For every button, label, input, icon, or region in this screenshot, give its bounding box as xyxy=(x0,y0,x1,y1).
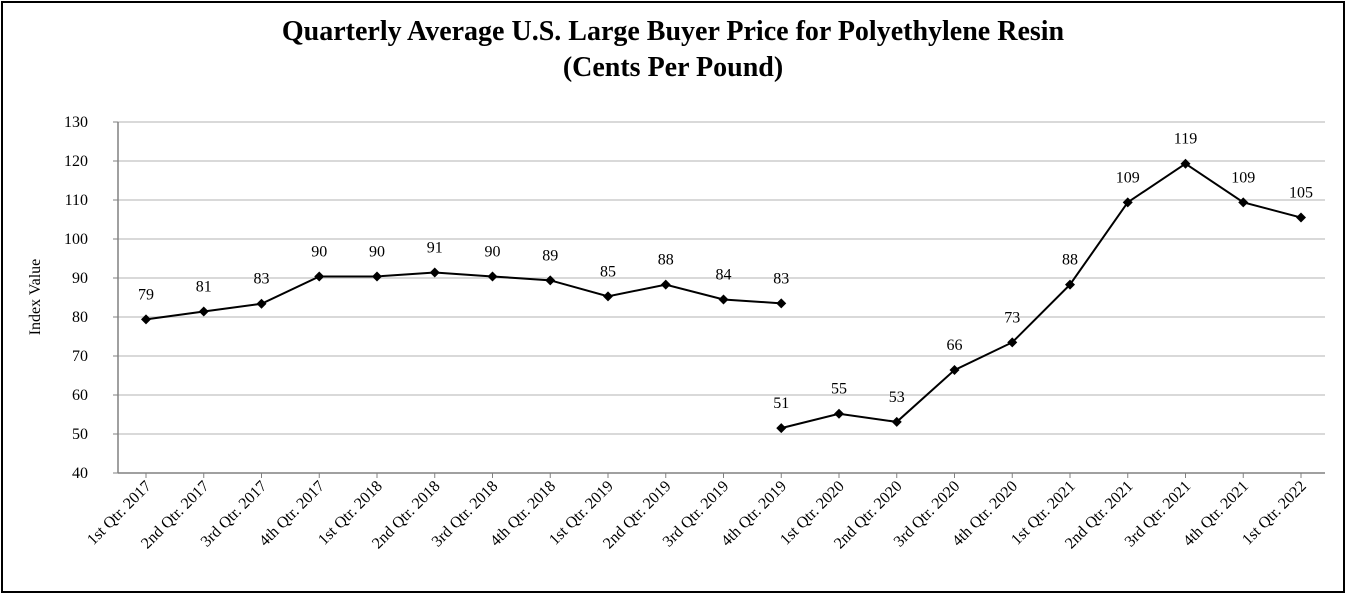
data-label: 90 xyxy=(369,243,385,260)
data-label: 90 xyxy=(485,243,501,260)
y-axis-label: Index Value xyxy=(27,259,44,336)
y-tick-label: 80 xyxy=(72,309,88,326)
data-label: 90 xyxy=(311,243,327,260)
y-tick-label: 90 xyxy=(72,270,88,287)
y-tick-label: 40 xyxy=(72,465,88,482)
y-tick-label: 120 xyxy=(64,153,88,170)
chart-title-block: Quarterly Average U.S. Large Buyer Price… xyxy=(0,14,1346,86)
chart-title: Quarterly Average U.S. Large Buyer Price… xyxy=(281,16,1065,47)
gridlines xyxy=(118,121,1325,435)
data-point xyxy=(949,365,960,376)
y-tick-label: 100 xyxy=(64,231,88,248)
data-point xyxy=(429,267,440,278)
data-point xyxy=(1065,279,1075,290)
data-point xyxy=(487,271,498,282)
data-label: 66 xyxy=(947,337,963,354)
data-markers xyxy=(141,158,1306,434)
data-point xyxy=(198,306,209,317)
axes xyxy=(113,121,1325,478)
series-lines xyxy=(145,162,1302,430)
data-label: 109 xyxy=(1231,169,1255,186)
data-label: 84 xyxy=(716,266,732,283)
data-label: 73 xyxy=(1004,309,1020,326)
data-point xyxy=(660,279,671,290)
data-point xyxy=(1007,337,1018,348)
data-label: 83 xyxy=(254,271,270,288)
data-point xyxy=(545,275,556,286)
data-label: 81 xyxy=(196,279,212,296)
y-tick-label: 130 xyxy=(64,114,88,131)
series-line xyxy=(781,162,1302,430)
data-label: 88 xyxy=(1062,252,1078,269)
data-label: 51 xyxy=(773,395,789,412)
data-point xyxy=(1122,197,1133,208)
data-point xyxy=(834,408,844,419)
data-label: 83 xyxy=(773,270,789,287)
data-label: 119 xyxy=(1174,131,1197,148)
data-point xyxy=(314,271,325,282)
data-point xyxy=(256,298,267,309)
data-point xyxy=(718,294,729,305)
chart-subtitle: (Cents Per Pound) xyxy=(562,52,784,83)
data-label: 79 xyxy=(138,286,154,303)
data-label: 105 xyxy=(1289,185,1313,202)
data-label: 55 xyxy=(831,381,847,398)
data-point xyxy=(1180,158,1191,169)
data-point xyxy=(141,314,151,325)
data-label: 89 xyxy=(542,247,558,264)
data-label: 88 xyxy=(658,252,674,269)
y-tick-label: 70 xyxy=(72,348,88,365)
data-point xyxy=(603,291,613,302)
data-point xyxy=(776,423,787,434)
data-point xyxy=(1238,197,1249,208)
data-point xyxy=(1296,212,1306,223)
data-point xyxy=(372,271,382,282)
y-tick-labels: 40 50 60 70 80 90 100 110 120 130 xyxy=(64,114,88,482)
data-point xyxy=(776,298,787,309)
y-tick-label: 50 xyxy=(72,426,88,443)
data-label: 85 xyxy=(600,263,616,280)
data-label: 91 xyxy=(427,240,443,257)
data-label: 109 xyxy=(1116,169,1140,186)
data-point xyxy=(891,416,902,427)
y-tick-label: 60 xyxy=(72,387,88,404)
y-tick-label: 110 xyxy=(65,192,88,209)
data-label: 53 xyxy=(889,389,905,406)
series-line xyxy=(145,271,782,321)
data-labels: 79 81 83 90 90 91 90 89 85 88 84 83 51 55 53 66 73 88 109 1… xyxy=(138,131,1313,412)
